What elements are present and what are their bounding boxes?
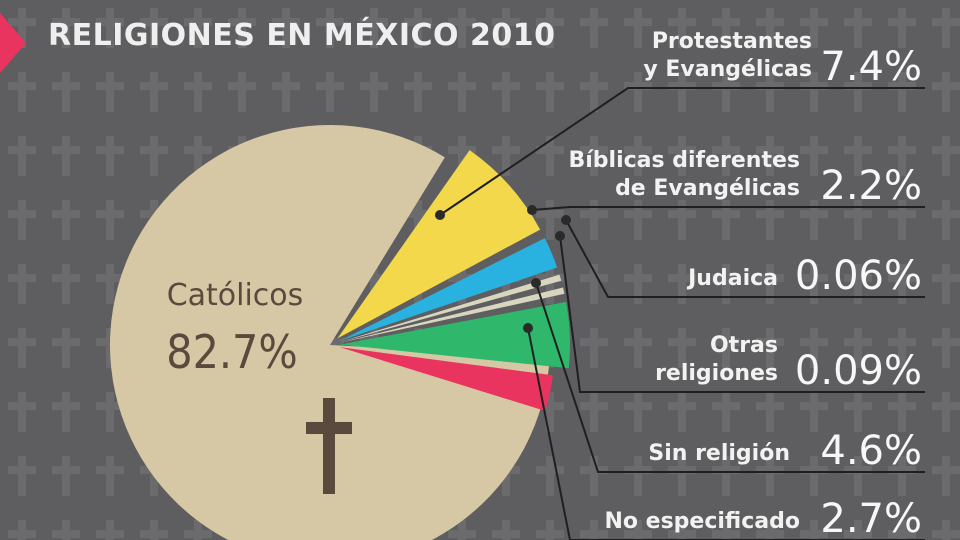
dot-sin-religion <box>531 278 541 288</box>
label-judaica: Judaica <box>686 266 778 291</box>
dot-no-especificado <box>523 323 533 333</box>
dot-judaica <box>561 215 571 225</box>
leader-protestantes <box>439 87 925 216</box>
value-biblicas: 2.2% <box>820 163 922 209</box>
chart-title: RELIGIONES EN MÉXICO 2010 <box>48 18 556 53</box>
title-arrow-icon <box>0 13 26 73</box>
slice-sin-religion <box>339 301 570 369</box>
value-sin-religion: 4.6% <box>820 428 922 474</box>
leader-biblicas <box>531 206 925 211</box>
value-catolicos: 82.7% <box>166 325 297 379</box>
slice-biblicas <box>339 238 558 342</box>
slice-no-especificado <box>339 347 553 411</box>
label-biblicas-line-2: de Evangélicas <box>615 176 800 201</box>
label-sin-religion: Sin religión <box>648 441 790 466</box>
label-protestantes-line-2: y Evangélicas <box>643 57 812 82</box>
label-protestantes-line-1: Protestantes <box>652 29 812 54</box>
label-otras-line-1: Otras <box>710 333 778 358</box>
label-biblicas-line-1: Bíblicas diferentes <box>568 148 800 173</box>
slice-otras <box>339 287 565 343</box>
leader-sin-religion <box>535 282 925 473</box>
cross-icon <box>306 398 352 494</box>
slice-judaica <box>339 274 562 343</box>
dot-otras <box>555 231 565 241</box>
value-protestantes: 7.4% <box>820 44 922 90</box>
leader-no-especificado <box>527 327 925 540</box>
value-no-especificado: 2.7% <box>820 496 922 540</box>
label-otras-line-2: religiones <box>655 361 778 386</box>
slice-catolicos <box>110 125 550 540</box>
leader-judaica <box>565 219 925 298</box>
label-catolicos: Católicos <box>167 278 304 313</box>
leader-otras <box>559 235 925 393</box>
label-no-especificado: No especificado <box>604 509 800 534</box>
slice-protestantes <box>337 150 541 339</box>
title-bar: RELIGIONES EN MÉXICO 2010 <box>0 10 560 73</box>
value-judaica: 0.06% <box>795 253 922 299</box>
dot-biblicas <box>527 205 537 215</box>
value-otras: 0.09% <box>795 348 922 394</box>
dot-protestantes <box>435 210 445 220</box>
